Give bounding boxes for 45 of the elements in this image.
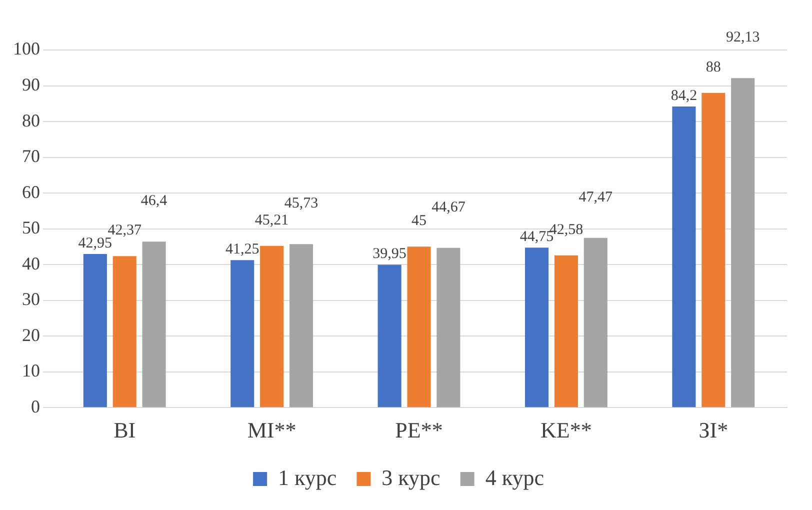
data-label: 45,21 bbox=[254, 212, 289, 228]
y-tick-label: 10 bbox=[22, 360, 40, 381]
bar bbox=[731, 78, 755, 408]
x-tick-label: MI** bbox=[247, 418, 296, 443]
data-label: 45 bbox=[412, 213, 426, 230]
bar bbox=[289, 244, 314, 408]
legend-label: 1 курс bbox=[278, 464, 337, 490]
bar bbox=[112, 256, 136, 408]
bar bbox=[230, 260, 254, 408]
y-tick-label: 30 bbox=[22, 289, 40, 310]
data-label: 88 bbox=[706, 59, 721, 76]
bar bbox=[524, 248, 549, 408]
x-tick-label: BI bbox=[114, 418, 136, 443]
x-tick-label: KE** bbox=[540, 418, 592, 443]
legend-label: 4 курс bbox=[485, 464, 544, 490]
legend-label: 3 курс bbox=[382, 464, 441, 490]
data-label: 47,47 bbox=[578, 189, 614, 206]
bar bbox=[407, 246, 431, 408]
bar bbox=[436, 248, 460, 408]
bar bbox=[142, 242, 166, 408]
bar bbox=[83, 254, 107, 408]
y-tick-label: 80 bbox=[22, 110, 40, 130]
y-tick-label: 100 bbox=[13, 38, 40, 59]
data-label: 45,73 bbox=[284, 196, 318, 212]
data-label: 44,67 bbox=[432, 199, 466, 216]
y-tick-label: 50 bbox=[22, 218, 40, 238]
data-label: 84,2 bbox=[670, 88, 698, 104]
x-tick-label: PE** bbox=[395, 418, 443, 443]
bar bbox=[702, 92, 726, 408]
bar bbox=[260, 246, 284, 408]
y-tick-label: 40 bbox=[22, 253, 40, 274]
y-tick-label: 20 bbox=[22, 324, 40, 345]
bar bbox=[672, 106, 696, 408]
y-tick-label: 60 bbox=[22, 182, 40, 202]
data-label: 39,95 bbox=[372, 246, 406, 262]
data-label: 92,13 bbox=[726, 30, 760, 46]
y-tick-label: 0 bbox=[31, 396, 40, 416]
data-label: 41,25 bbox=[225, 242, 260, 258]
bar bbox=[378, 264, 402, 408]
bar bbox=[554, 255, 578, 408]
data-label: 46,4 bbox=[140, 193, 168, 210]
y-tick-label: 90 bbox=[22, 74, 40, 94]
y-tick-label: 70 bbox=[22, 146, 40, 166]
x-tick-label: ЗІ* bbox=[698, 418, 728, 443]
bar bbox=[584, 238, 608, 408]
